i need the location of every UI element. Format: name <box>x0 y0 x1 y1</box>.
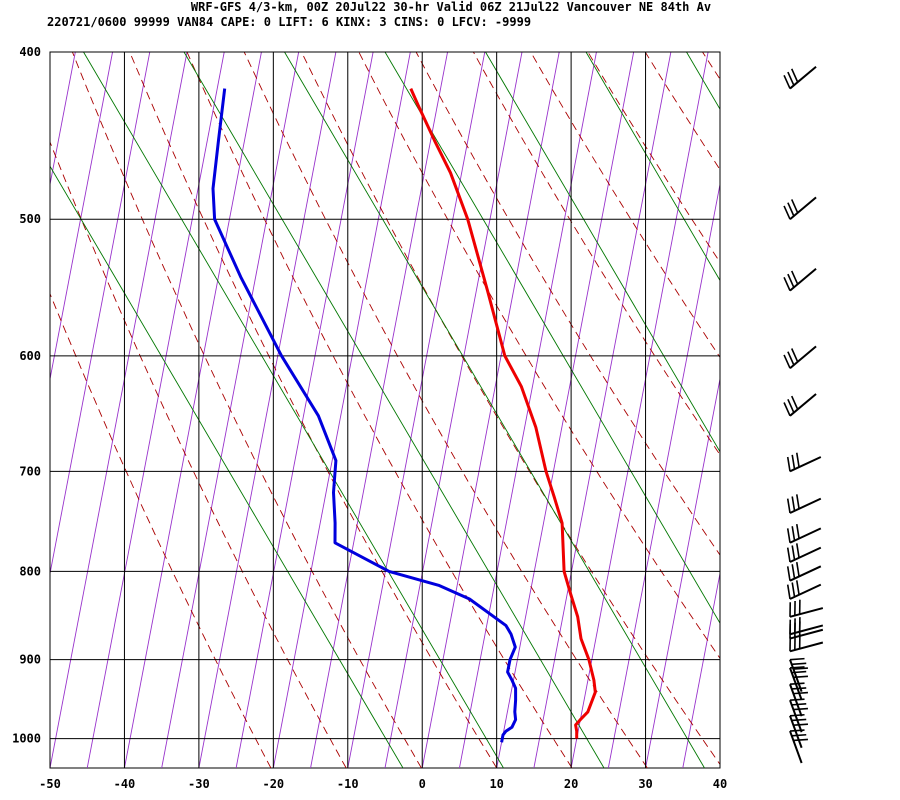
chart-subtitle-stats: 220721/0600 99999 VAN84 CAPE: 0 LIFT: 6 … <box>47 15 531 29</box>
moist-guide-line <box>585 52 720 282</box>
moist-guide-line <box>384 52 720 624</box>
isotherm-line <box>607 182 720 768</box>
plot-frame <box>49 51 721 769</box>
isotherm-line <box>757 52 894 768</box>
isotherm-line <box>50 52 151 576</box>
wind-barbs <box>783 65 824 764</box>
isotherm-line <box>347 52 486 768</box>
grid-lines <box>50 52 720 768</box>
dry-adiabat-line <box>301 52 720 766</box>
dry-adiabat-line <box>358 52 720 660</box>
y-axis-ticks: 400 500 600 700 800 900 1000 <box>12 45 41 746</box>
y-tick-label: 500 <box>19 212 41 226</box>
isotherm-line <box>496 52 635 768</box>
isotherm-line <box>645 376 720 768</box>
wind-barb <box>783 65 817 90</box>
isotherm-line <box>682 571 720 768</box>
x-tick-label: -20 <box>262 777 284 791</box>
dry-adiabat-line <box>874 52 900 768</box>
isotherm-line <box>832 52 900 768</box>
dry-adiabat-line <box>50 292 272 768</box>
dry-adiabat-line <box>644 52 720 171</box>
isotherm-line <box>272 52 411 768</box>
chart-title: WRF-GFS 4/3-km, 00Z 20Jul22 30-hr Valid … <box>191 0 711 14</box>
isotherm-line <box>384 52 523 768</box>
wind-barb <box>786 524 822 544</box>
y-tick-label: 700 <box>19 464 41 478</box>
series-group <box>211 87 597 743</box>
dry-adiabat-line <box>473 52 720 456</box>
temperature-line <box>409 87 597 739</box>
y-tick-label: 900 <box>19 653 41 667</box>
moist-guide-line <box>83 52 504 768</box>
x-tick-label: 40 <box>713 777 727 791</box>
wind-barb <box>789 713 809 749</box>
background-lines <box>0 52 900 768</box>
y-tick-label: 800 <box>19 564 41 578</box>
x-tick-label: -50 <box>39 777 61 791</box>
dry-adiabat-line <box>186 52 573 768</box>
dry-adiabat-line <box>71 52 422 768</box>
dry-adiabat-line <box>587 52 720 264</box>
plot-area <box>0 51 900 769</box>
isotherm-line <box>719 765 720 768</box>
wind-barb <box>786 580 822 600</box>
dry-adiabat-line <box>530 52 720 359</box>
isotherm-line <box>794 52 900 768</box>
moist-guide-line <box>183 52 605 768</box>
moist-guide-line <box>50 165 404 768</box>
wind-barb <box>786 543 822 563</box>
dry-adiabat-line <box>415 52 720 556</box>
wind-barb <box>786 494 822 514</box>
moist-guide-line <box>284 52 705 768</box>
isotherm-line <box>86 52 225 768</box>
wind-barb <box>789 729 809 764</box>
isotherm-line <box>50 52 188 768</box>
dry-adiabat-line <box>760 52 900 768</box>
isotherm-line <box>198 52 337 768</box>
wind-barb <box>789 599 824 618</box>
wind-barb <box>789 657 809 692</box>
x-tick-label: -30 <box>188 777 210 791</box>
isotherm-line <box>869 52 900 768</box>
isotherm-line <box>570 52 709 768</box>
wind-barb <box>786 452 822 473</box>
moist-guide-line <box>485 52 720 453</box>
isotherm-line <box>421 52 560 768</box>
y-tick-label: 600 <box>19 349 41 363</box>
x-tick-label: 0 <box>419 777 426 791</box>
dry-adiabat-line <box>129 52 498 768</box>
x-tick-label: 20 <box>564 777 578 791</box>
wind-barb <box>783 196 817 220</box>
moist-guide-line <box>787 52 900 768</box>
dry-adiabat-line <box>702 52 720 80</box>
wind-barb <box>786 561 822 582</box>
x-tick-label: -10 <box>337 777 359 791</box>
wind-barb <box>783 345 817 369</box>
y-tick-label: 1000 <box>12 732 41 746</box>
isotherm-line <box>459 52 597 768</box>
dry-adiabat-line <box>50 140 347 768</box>
y-tick-label: 400 <box>19 45 41 59</box>
dry-adiabat-line <box>817 52 900 768</box>
isotherm-line <box>235 52 374 768</box>
x-tick-label: -40 <box>114 777 136 791</box>
dewpoint-line <box>211 88 518 743</box>
wind-barb <box>783 393 817 417</box>
x-tick-label: 30 <box>638 777 652 791</box>
isotherm-line <box>533 52 672 768</box>
x-tick-label: 10 <box>489 777 503 791</box>
isotherm-line <box>0 52 1 768</box>
wind-barb <box>783 268 817 292</box>
moist-guide-line <box>888 52 900 768</box>
isotherm-line <box>50 52 113 382</box>
wind-barb <box>789 634 824 653</box>
x-axis-ticks: -50 -40 -30 -20 -10 0 10 20 30 40 <box>39 777 727 791</box>
